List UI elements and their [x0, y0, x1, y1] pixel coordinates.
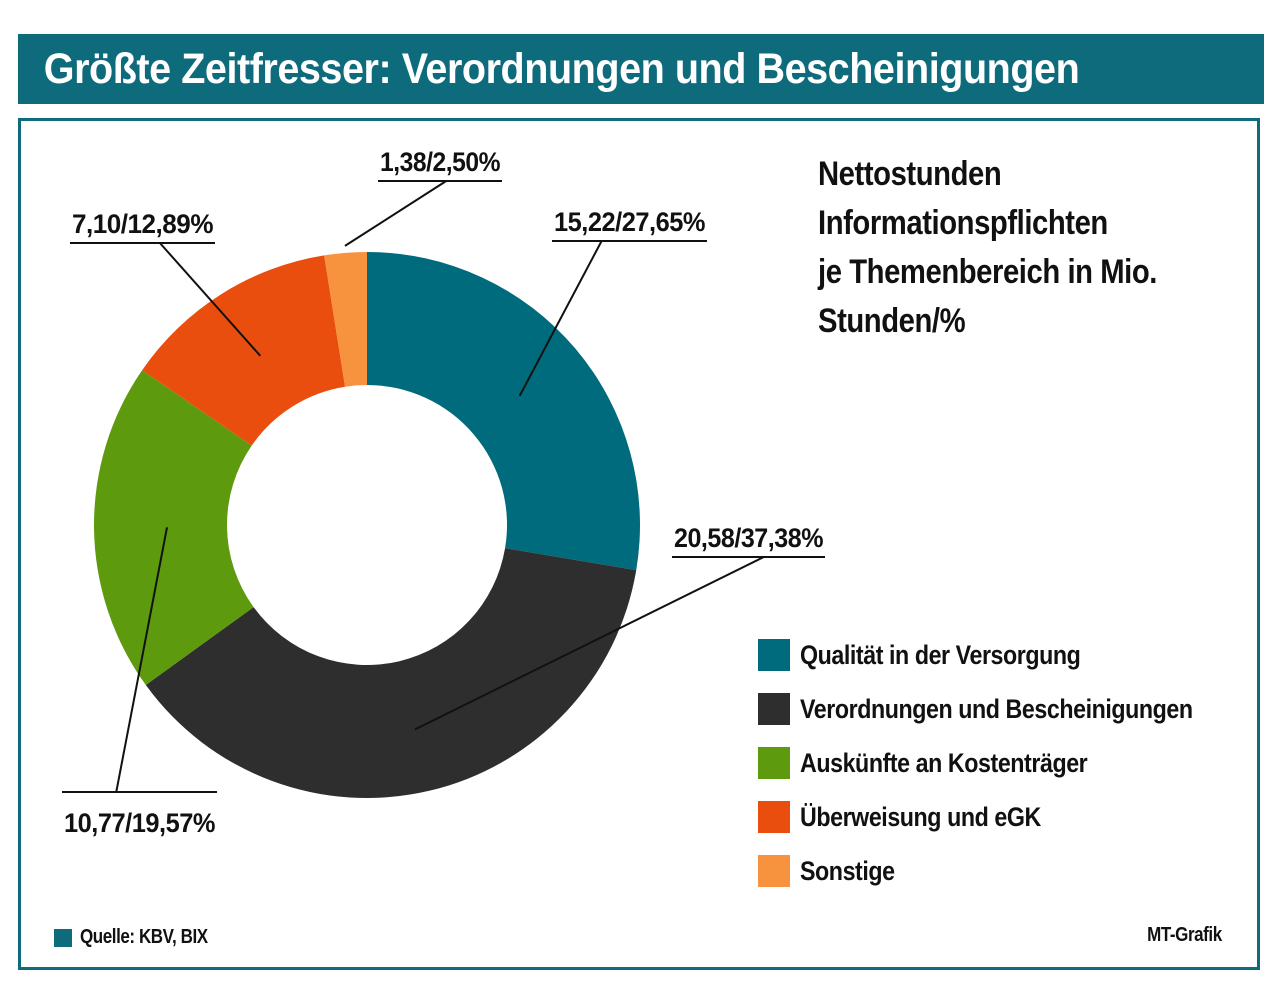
legend-swatch [758, 855, 790, 887]
legend-item: Qualität in der Versorgung [758, 628, 1257, 682]
graphic-credit: MT-Grafik [1147, 924, 1222, 946]
legend-label: Sonstige [800, 855, 895, 886]
leader-line [115, 527, 168, 793]
legend: Qualität in der Versorgung Verordnungen … [758, 628, 1257, 898]
legend-label: Auskünfte an Kostenträger [800, 747, 1088, 778]
legend-swatch [758, 801, 790, 833]
title-bar: Größte Zeitfresser: Verordnungen und Bes… [18, 34, 1264, 104]
donut-slice [324, 252, 367, 387]
chart-title: Größte Zeitfresser: Verordnungen und Bes… [43, 44, 1080, 93]
chart-subtitle: Nettostunden Informationspflichten je Th… [818, 155, 1158, 340]
leader-line [344, 180, 447, 247]
donut-slice [145, 548, 637, 798]
data-label: 1,38/2,50% [380, 147, 500, 177]
legend-label: Verordnungen und Bescheinigungen [800, 693, 1193, 724]
legend-swatch [758, 639, 790, 671]
legend-swatch [758, 693, 790, 725]
legend-swatch [758, 747, 790, 779]
donut-slice [367, 252, 640, 571]
legend-item: Überweisung und eGK [758, 790, 1257, 844]
source-note: Quelle: KBV, BIX [54, 926, 230, 949]
legend-label: Überweisung und eGK [800, 801, 1041, 832]
legend-item: Sonstige [758, 844, 1257, 898]
leader-line [159, 242, 262, 357]
legend-item: Verordnungen und Bescheinigungen [758, 682, 1257, 736]
data-label: 7,10/12,89% [72, 209, 213, 239]
donut-slice [142, 255, 346, 446]
source-square-icon [54, 928, 72, 947]
data-label: 20,58/37,38% [674, 523, 823, 553]
donut-slice [94, 370, 254, 686]
chart-frame [18, 118, 1260, 970]
legend-label: Qualität in der Versorgung [800, 639, 1081, 670]
leader-line [414, 556, 765, 731]
source-text: Quelle: KBV, BIX [80, 926, 208, 948]
leader-line [518, 240, 603, 397]
legend-item: Auskünfte an Kostenträger [758, 736, 1257, 790]
data-label: 15,22/27,65% [554, 207, 705, 237]
data-label: 10,77/19,57% [64, 808, 215, 838]
